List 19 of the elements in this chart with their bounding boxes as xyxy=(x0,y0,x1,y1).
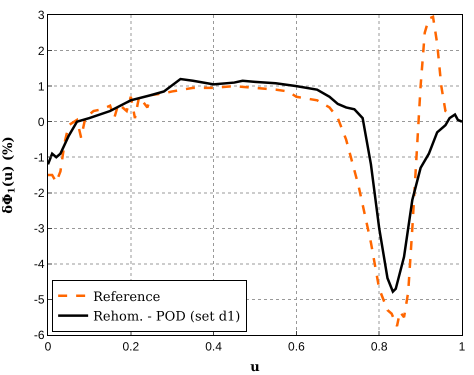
y-tick-label: 0 xyxy=(38,114,45,129)
x-tick-label: 0.6 xyxy=(288,339,306,354)
y-tick-label: 3 xyxy=(38,8,45,22)
legend-label: Rehom. - POD (set d1) xyxy=(93,310,240,325)
x-tick-label: 1 xyxy=(458,339,466,354)
x-tick-label: 0.8 xyxy=(370,339,388,354)
y-tick-label: -2 xyxy=(34,186,45,200)
y-tick-label: 1 xyxy=(38,79,45,94)
x-axis-title: u xyxy=(250,360,260,375)
line-series xyxy=(48,16,449,328)
y-tick-label: -3 xyxy=(34,222,45,236)
x-tick-label: 0.2 xyxy=(122,339,140,354)
legend-label: Reference xyxy=(93,290,161,305)
y-tick-label: -5 xyxy=(34,292,45,307)
y-tick-label: -1 xyxy=(34,150,45,164)
y-tick-label: -4 xyxy=(34,257,45,272)
x-tick-label: 0.4 xyxy=(205,339,222,354)
y-tick-label: 2 xyxy=(38,44,45,58)
y-tick-label: -6 xyxy=(34,328,45,342)
